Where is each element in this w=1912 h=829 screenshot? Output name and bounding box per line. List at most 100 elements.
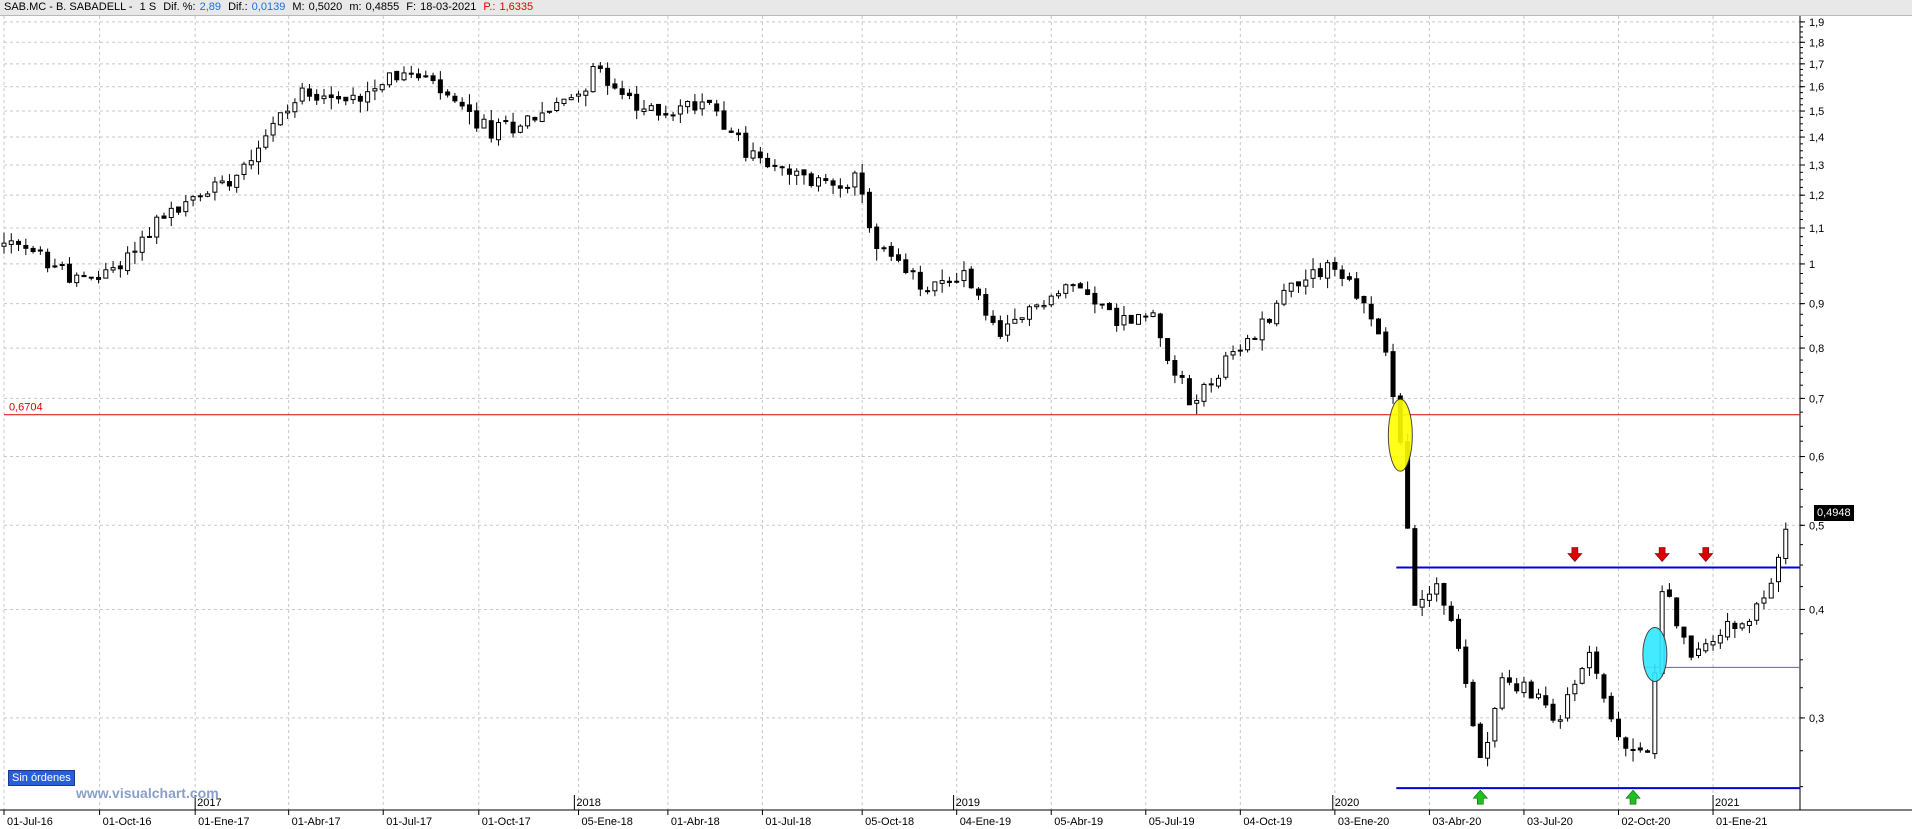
reference-line-label: 0,6704 [9, 402, 43, 414]
period-label: 1 S [139, 1, 157, 13]
candle-body [452, 95, 458, 102]
candle-body [212, 181, 218, 193]
candle-body [1376, 318, 1382, 335]
candle-body [757, 151, 763, 159]
candle-body [1092, 292, 1098, 305]
candle-body [1208, 383, 1214, 386]
candle-body [496, 122, 502, 141]
candle-body [176, 206, 182, 213]
candle-body [699, 101, 705, 110]
x-tick-label: 02-Oct-20 [1621, 816, 1670, 828]
candle-body [1085, 289, 1091, 295]
candle-body [1528, 681, 1534, 699]
candle-body [350, 94, 356, 101]
candle-body [1237, 349, 1243, 352]
candle-body [1579, 668, 1585, 684]
candle-body [910, 270, 916, 273]
year-label: 2019 [956, 797, 980, 809]
candle-body [641, 108, 647, 113]
candle-body [314, 93, 320, 101]
candle-body [1136, 314, 1142, 325]
dif-pct-value: 2,89 [199, 1, 222, 13]
candle-body [197, 195, 203, 198]
candle-body [437, 79, 443, 94]
candle-body [859, 172, 865, 195]
candle-body [590, 66, 596, 93]
candle-body [321, 95, 327, 100]
candle-body [1150, 312, 1156, 318]
candle-body [568, 97, 574, 101]
candle-body [16, 240, 22, 245]
candle-body [997, 320, 1003, 337]
y-tick-label: 0,3 [1809, 713, 1824, 725]
candle-body [1303, 279, 1309, 287]
candle-body [30, 247, 36, 253]
candle-body [626, 92, 632, 97]
candle-body [692, 101, 698, 111]
candle-body [1070, 284, 1076, 287]
candle-body [161, 215, 167, 219]
candle-body [183, 201, 189, 213]
orders-button[interactable]: Sin órdenes [8, 770, 75, 786]
p-value: 1,6335 [499, 1, 534, 13]
candle-body [1783, 528, 1789, 560]
candle-body [721, 110, 727, 130]
candle-body [1245, 338, 1251, 351]
candle-body [37, 249, 43, 252]
candle-body [932, 281, 938, 292]
candle-body [1746, 620, 1752, 626]
y-tick-label: 1,1 [1809, 223, 1824, 235]
y-tick-label: 1,6 [1809, 82, 1824, 94]
candle-body [816, 177, 822, 187]
candle-body [1543, 695, 1549, 706]
candle-body [1077, 283, 1083, 289]
candle-body [1775, 556, 1781, 583]
year-label: 2018 [576, 797, 600, 809]
x-tick-label: 03-Ene-20 [1338, 816, 1389, 828]
candle-body [1419, 598, 1425, 608]
candle-body [1317, 268, 1323, 278]
x-tick-label: 03-Abr-20 [1432, 816, 1481, 828]
candle-body [408, 72, 414, 75]
candle-body [306, 88, 312, 97]
candle-body [1310, 269, 1316, 279]
candle-body [976, 288, 982, 296]
candle-body [1325, 262, 1331, 279]
year-label: 2021 [1715, 797, 1739, 809]
candle-body [379, 84, 385, 91]
candle-body [1288, 282, 1294, 292]
candle-body [765, 157, 771, 168]
candle-body [66, 263, 72, 283]
candle-body [1594, 651, 1600, 674]
candle-body [1128, 314, 1134, 324]
sell-arrow [1654, 547, 1670, 563]
dif-value: 0,0139 [251, 1, 286, 13]
candle-body [1630, 748, 1636, 751]
candle-body [1586, 651, 1592, 669]
candle-body [1034, 304, 1040, 308]
candle-body [372, 88, 378, 92]
candle-body [430, 75, 436, 82]
candle-body [1230, 351, 1236, 356]
candle-body [52, 265, 58, 268]
candle-body [561, 98, 567, 105]
candle-body [525, 115, 531, 127]
candle-body [510, 121, 516, 134]
candle-body [990, 315, 996, 323]
candle-body [226, 181, 232, 187]
candle-body [81, 274, 87, 278]
chart-header: SAB.MC - B. SABADELL - 1 S Dif. %: 2,89 D… [0, 0, 1912, 16]
x-tick-label: 05-Ene-18 [582, 816, 633, 828]
candle-body [8, 240, 14, 245]
min-label: m: [349, 1, 362, 13]
candle-body [1019, 317, 1025, 320]
candle-body [1485, 741, 1491, 759]
candle-body [88, 276, 94, 279]
candle-body [1536, 693, 1542, 699]
candle-body [386, 72, 392, 86]
candle-body [1492, 707, 1498, 742]
x-tick-label: 01-Jul-16 [7, 816, 53, 828]
candle-body [801, 169, 807, 176]
candle-body [1012, 318, 1018, 324]
